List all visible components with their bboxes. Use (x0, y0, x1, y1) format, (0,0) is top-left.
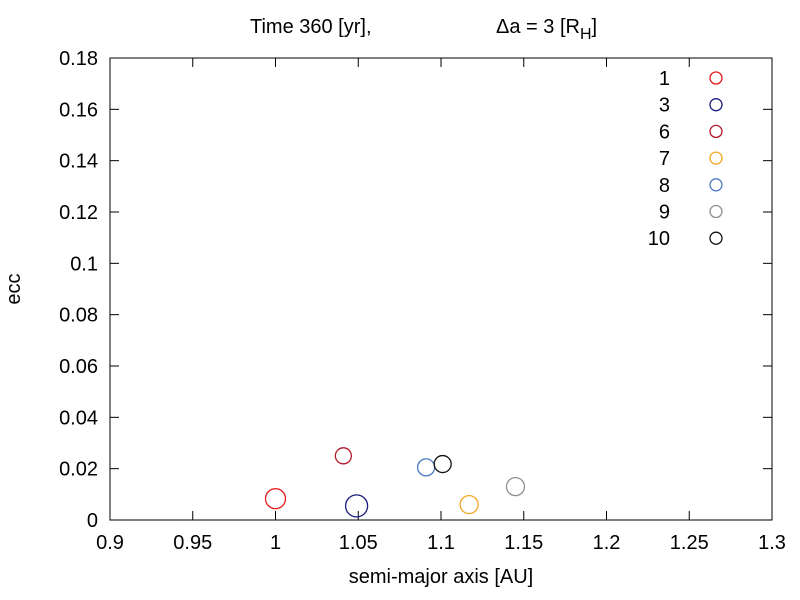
legend-label-3: 3 (659, 95, 670, 117)
data-point-series-9 (505, 476, 526, 497)
data-point-series-10 (433, 454, 452, 474)
y-tick-label: 0.18 (59, 48, 98, 70)
y-tick-label: 0.12 (59, 202, 98, 224)
chart-title-delta-sub: H (580, 26, 592, 43)
chart-title-delta-main: Δa = 3 [R (496, 16, 580, 38)
legend-label-9: 9 (659, 202, 670, 224)
y-tick-label: 0 (87, 510, 98, 532)
x-tick-label: 1.15 (504, 532, 543, 554)
chart-title-delta: Δa = 3 [RH] (496, 16, 597, 43)
y-axis: 0 0.02 0.04 0.06 0.08 0.1 0.12 0.14 0.16 0.18 (59, 48, 772, 532)
legend-label-1: 1 (659, 68, 670, 90)
x-tick-label: 0.95 (173, 532, 212, 554)
legend-label-6: 6 (659, 121, 670, 143)
y-tick-label: 0.14 (59, 151, 98, 173)
x-axis: 0.9 0.95 1 1.05 1.1 1.15 1.2 1.25 1.3 (96, 58, 786, 554)
y-tick-label: 0.06 (59, 356, 98, 378)
legend-marker-3 (709, 98, 723, 112)
legend-label-8: 8 (659, 175, 670, 197)
y-tick-label: 0.08 (59, 305, 98, 327)
plot-frame (109, 57, 773, 521)
x-tick-label: 1 (270, 532, 281, 554)
legend-marker-10 (709, 231, 723, 245)
y-tick-label: 0.02 (59, 459, 98, 481)
data-point-series-3 (344, 494, 369, 518)
legend-label-10: 10 (648, 228, 670, 250)
legend-marker-9 (709, 204, 723, 219)
data-point-series-7 (459, 494, 479, 515)
data-point-series-6 (334, 447, 353, 465)
x-axis-label: semi-major axis [AU] (349, 566, 533, 588)
legend-marker-1 (709, 71, 723, 85)
data-points (264, 447, 526, 518)
y-tick-label: 0.16 (59, 99, 98, 121)
y-tick-label: 0.1 (70, 253, 98, 275)
legend-marker-8 (709, 178, 723, 192)
legend-marker-6 (709, 124, 723, 139)
y-axis-label: ecc (3, 273, 25, 304)
data-point-series-8 (416, 458, 436, 477)
chart-title-delta-end: ] (592, 16, 598, 38)
data-point-series-1 (264, 488, 287, 510)
x-tick-label: 0.9 (96, 532, 124, 554)
legend-marker-7 (709, 151, 723, 165)
x-tick-label: 1.25 (670, 532, 709, 554)
x-tick-label: 1.3 (758, 532, 786, 554)
chart-title-time: Time 360 [yr], (250, 16, 372, 38)
y-tick-label: 0.04 (59, 407, 98, 429)
legend-label-7: 7 (659, 148, 670, 170)
x-tick-label: 1.1 (427, 532, 455, 554)
legend: 1 3 6 7 8 9 10 (648, 68, 723, 250)
x-tick-label: 1.05 (339, 532, 378, 554)
x-tick-label: 1.2 (593, 532, 621, 554)
